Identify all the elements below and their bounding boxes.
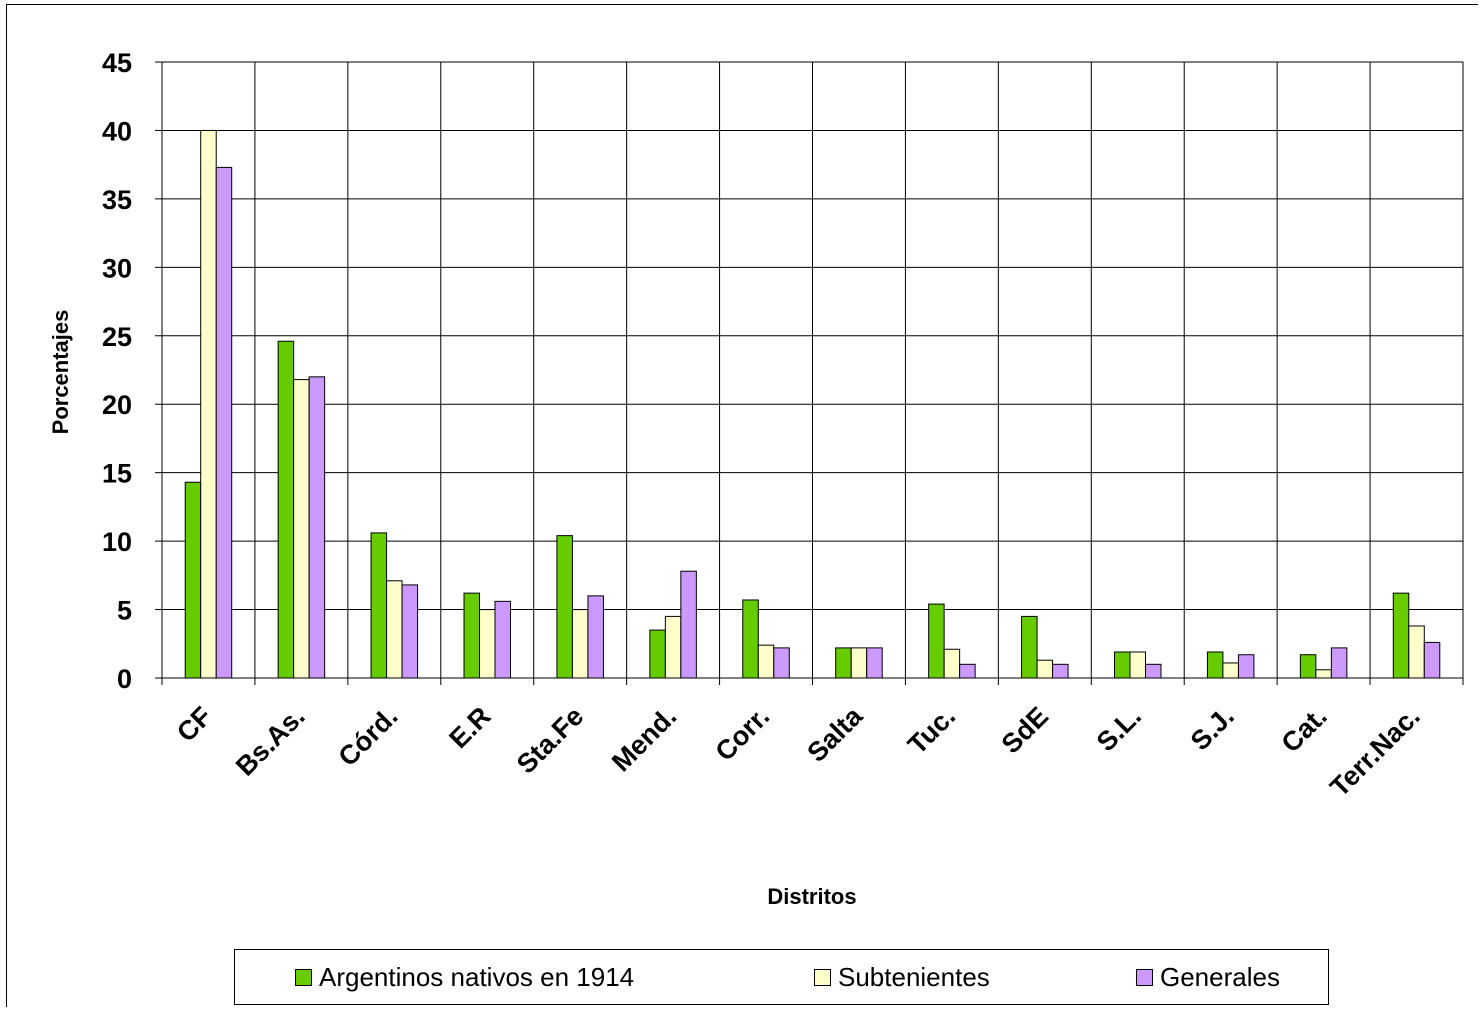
bar-generales — [1237, 654, 1255, 679]
bar-generales — [1145, 663, 1162, 679]
bar-argentinos — [649, 629, 666, 679]
bar-generales — [494, 600, 511, 679]
bar-argentinos — [1299, 654, 1317, 679]
x-tick-labels: CF Bs.As. Córd. E.R Sta.Fe Mend. Corr. Salta Tuc… — [171, 700, 1426, 802]
bar-generales — [401, 584, 419, 679]
bar-argentinos — [835, 647, 852, 679]
bar-subtenientes — [1129, 651, 1146, 679]
gridlines — [162, 61, 1464, 678]
bar-argentinos — [928, 603, 945, 679]
bar-argentinos — [277, 340, 295, 679]
bar-subtenientes — [850, 647, 868, 679]
legend: Argentinos nativos en 1914 Subtenientes … — [234, 949, 1329, 1005]
bar-subtenientes — [1036, 659, 1054, 679]
legend-swatch-generales — [1136, 969, 1153, 986]
bar-generales — [587, 595, 604, 679]
y-tick-label: 20 — [102, 390, 132, 420]
bar-generales — [680, 570, 697, 679]
bar-generales — [215, 166, 233, 679]
x-axis-title: Distritos — [767, 884, 856, 909]
y-axis-title: Porcentajes — [48, 310, 73, 435]
y-tick-label: 5 — [117, 596, 132, 626]
legend-swatch-subtenientes — [814, 969, 831, 986]
legend-item-generales: Generales — [1136, 962, 1280, 993]
bar-subtenientes — [664, 615, 682, 679]
y-tick-label: 0 — [117, 664, 132, 694]
legend-item-subtenientes: Subtenientes — [814, 962, 990, 993]
bar-argentinos — [463, 592, 480, 679]
bar-chart: 0 5 10 15 20 25 30 35 40 45 CF Bs.As. Córd. E.R Sta.F… — [48, 48, 1464, 909]
bar-subtenientes — [943, 648, 961, 679]
x-tick-label: Córd. — [332, 701, 403, 772]
bar-argentinos — [742, 599, 759, 679]
bars — [184, 129, 1441, 679]
bar-subtenientes — [479, 609, 496, 679]
bar-argentinos — [1392, 592, 1410, 679]
chart-frame — [6, 4, 1478, 1007]
x-tick-label: Terr.Nac. — [1324, 701, 1426, 803]
x-tick-label: Tuc. — [902, 701, 961, 760]
bar-subtenientes — [1315, 669, 1332, 679]
bar-generales — [773, 647, 790, 679]
bar-subtenientes — [293, 379, 310, 679]
y-tick-labels: 0 5 10 15 20 25 30 35 40 45 — [102, 48, 132, 694]
x-tick-label: Salta — [801, 700, 869, 768]
x-tick-label: Cat. — [1276, 701, 1333, 758]
x-tick-label: Mend. — [606, 701, 682, 777]
x-tick-label: Corr. — [709, 701, 775, 767]
bar-generales — [959, 663, 976, 679]
x-tick-label: Sta.Fe — [511, 701, 590, 780]
legend-label-generales: Generales — [1160, 962, 1280, 992]
y-tick-label: 45 — [102, 48, 132, 78]
bar-generales — [1052, 663, 1069, 679]
legend-label-argentinos: Argentinos nativos en 1914 — [319, 962, 635, 992]
bar-subtenientes — [1408, 625, 1425, 679]
bar-argentinos — [556, 535, 573, 679]
x-tick-label: E.R — [443, 701, 496, 754]
y-tick-label: 35 — [102, 185, 132, 215]
bar-subtenientes — [1222, 662, 1239, 679]
legend-label-subtenientes: Subtenientes — [838, 962, 990, 992]
bar-generales — [1330, 647, 1348, 679]
bar-subtenientes — [571, 609, 589, 679]
legend-item-argentinos: Argentinos nativos en 1914 — [295, 962, 634, 993]
y-tick-label: 40 — [102, 116, 132, 146]
axes — [155, 61, 1464, 685]
bar-argentinos — [370, 532, 388, 679]
x-tick-label: SdE — [996, 701, 1054, 759]
bar-subtenientes — [386, 580, 403, 679]
bar-argentinos — [184, 481, 202, 679]
y-tick-label: 15 — [102, 459, 132, 489]
bar-generales — [1423, 641, 1441, 679]
bar-subtenientes — [200, 129, 217, 679]
x-tick-label: S.L. — [1091, 701, 1147, 757]
bar-generales — [308, 376, 326, 679]
bar-subtenientes — [757, 644, 775, 679]
bar-argentinos — [1021, 615, 1038, 679]
y-tick-label: 25 — [102, 322, 132, 352]
bar-argentinos — [1114, 651, 1131, 679]
y-tick-label: 30 — [102, 253, 132, 283]
bar-argentinos — [1206, 651, 1224, 679]
legend-swatch-argentinos — [295, 969, 312, 986]
x-tick-label: CF — [171, 701, 218, 748]
x-tick-label: S.J. — [1185, 701, 1240, 756]
bar-generales — [866, 647, 883, 679]
x-tick-label: Bs.As. — [230, 701, 311, 782]
y-tick-label: 10 — [102, 527, 132, 557]
